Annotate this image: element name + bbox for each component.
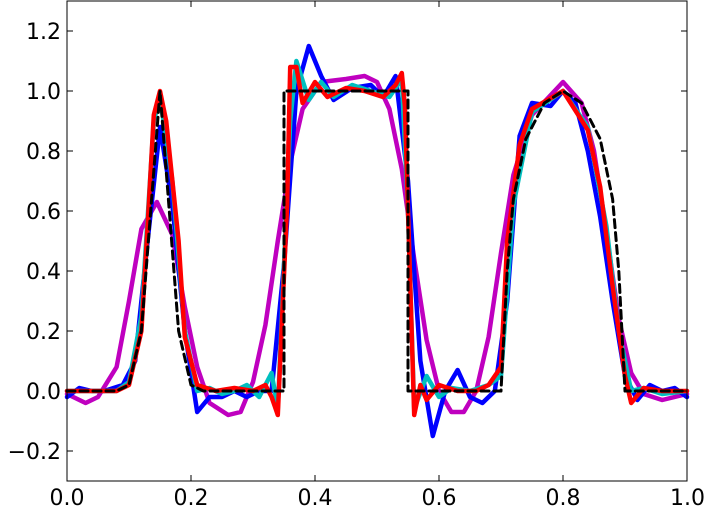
series-line-3 [64,64,690,418]
y-tick-label: 1.0 [26,80,61,105]
tick-layer: 0.0 0.2 0.4 0.6 0.8 1.0 −0.2 0.0 0.2 0.4 0.6 0.8 1.0… [8,1,705,509]
series-layer [64,43,690,439]
y-tick-label: 0.2 [26,320,61,345]
y-tick-label: 0.8 [26,140,61,165]
plot-frame [66,0,688,482]
series-line-2 [64,58,690,412]
series-line-4 [65,89,689,393]
x-tick-label: 1.0 [670,486,705,509]
x-tick-label: 0.0 [50,486,85,509]
y-tick-label: 0.0 [26,380,61,405]
y-tick-label: 1.2 [26,20,61,45]
x-tick-label: 0.2 [174,486,209,509]
y-tick-label: 0.6 [26,200,61,225]
x-tick-label: 0.6 [422,486,457,509]
y-tick-label: 0.4 [26,260,61,285]
x-tick-label: 0.8 [546,486,581,509]
y-tick-label: −0.2 [8,440,61,465]
x-tick-label: 0.4 [298,486,333,509]
